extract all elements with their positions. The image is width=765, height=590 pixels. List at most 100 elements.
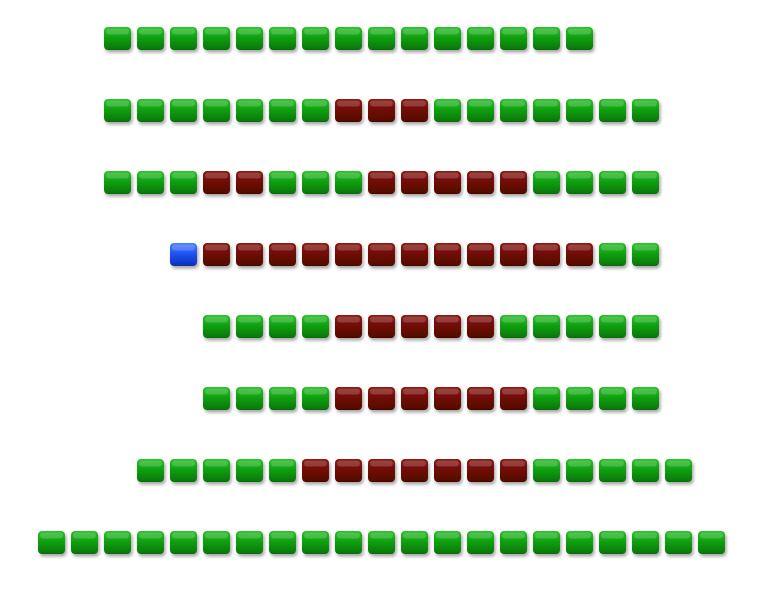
tile-shine (634, 172, 657, 179)
tile (500, 171, 527, 194)
tile (599, 531, 626, 554)
tile (368, 315, 395, 338)
tile-shine (469, 100, 492, 107)
tile-shine (403, 316, 426, 323)
tile-shine (601, 244, 624, 251)
tile-shine (337, 460, 360, 467)
tile (500, 99, 527, 122)
tile-shine (469, 460, 492, 467)
tile (269, 531, 296, 554)
tile-shine (568, 28, 591, 35)
tile-shine (370, 460, 393, 467)
tile-shine (271, 388, 294, 395)
tile-shine (568, 100, 591, 107)
tile-shine (700, 532, 723, 539)
tile (170, 171, 197, 194)
tile (599, 387, 626, 410)
tile (203, 315, 230, 338)
tile (38, 531, 65, 554)
tile (500, 27, 527, 50)
tile-shine (403, 244, 426, 251)
tile-shine (535, 460, 558, 467)
tile (170, 243, 197, 266)
tile (401, 27, 428, 50)
tile-shine (205, 532, 228, 539)
tile-shine (502, 460, 525, 467)
tile (368, 99, 395, 122)
tile-shine (271, 244, 294, 251)
tile-shine (337, 28, 360, 35)
tile-row (104, 27, 593, 50)
tile (599, 243, 626, 266)
tile-row (104, 171, 659, 194)
tile-row (104, 99, 659, 122)
tile (500, 315, 527, 338)
tile (335, 243, 362, 266)
tile-shine (502, 172, 525, 179)
tile (533, 459, 560, 482)
tile (302, 171, 329, 194)
tile-shine (73, 532, 96, 539)
tile-shine (205, 316, 228, 323)
tile (566, 99, 593, 122)
tile (368, 243, 395, 266)
tile-shine (634, 388, 657, 395)
tile-shine (535, 172, 558, 179)
tile (434, 27, 461, 50)
tile (467, 27, 494, 50)
tile-shine (40, 532, 63, 539)
tile-shine (535, 100, 558, 107)
tile-shine (502, 316, 525, 323)
tile-shine (271, 532, 294, 539)
tile-shine (238, 100, 261, 107)
tile-shine (568, 532, 591, 539)
tile (434, 243, 461, 266)
tile-shine (502, 388, 525, 395)
tile (401, 315, 428, 338)
tile-shine (469, 388, 492, 395)
tile (434, 171, 461, 194)
tile-shine (601, 100, 624, 107)
tile-shine (403, 460, 426, 467)
tile-shine (337, 100, 360, 107)
tile (269, 243, 296, 266)
tile-shine (139, 100, 162, 107)
tile (566, 315, 593, 338)
tile (500, 531, 527, 554)
tile (335, 171, 362, 194)
tile (71, 531, 98, 554)
tile (467, 459, 494, 482)
tile (236, 243, 263, 266)
tile (302, 531, 329, 554)
tile (302, 387, 329, 410)
tile (269, 315, 296, 338)
tile-shine (370, 100, 393, 107)
tile-shine (304, 28, 327, 35)
tile-shine (535, 28, 558, 35)
tile (566, 171, 593, 194)
tile (467, 171, 494, 194)
tile (269, 171, 296, 194)
tile-shine (469, 244, 492, 251)
tile-shine (634, 316, 657, 323)
tile-shine (667, 532, 690, 539)
tile-shine (139, 532, 162, 539)
tile-shine (304, 532, 327, 539)
tile (335, 27, 362, 50)
tile (302, 27, 329, 50)
tile-shine (568, 172, 591, 179)
tile (500, 243, 527, 266)
tile (203, 531, 230, 554)
tile (401, 243, 428, 266)
tile-shine (337, 244, 360, 251)
tile-shine (172, 244, 195, 251)
tile-shine (304, 244, 327, 251)
tile-shine (535, 316, 558, 323)
tile-shine (304, 316, 327, 323)
tile (401, 99, 428, 122)
tile (368, 171, 395, 194)
tile (566, 459, 593, 482)
tile-shine (238, 28, 261, 35)
tile-shine (337, 172, 360, 179)
tile (170, 27, 197, 50)
